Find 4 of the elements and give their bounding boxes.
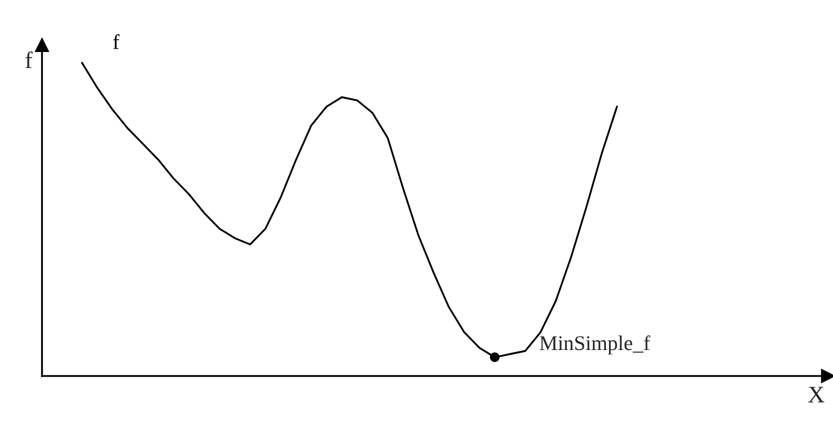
- annotation: MinSimple_f: [540, 335, 650, 354]
- series-label: f: [113, 34, 120, 49]
- y-axis-title: f: [25, 51, 33, 68]
- text: X: [808, 386, 824, 402]
